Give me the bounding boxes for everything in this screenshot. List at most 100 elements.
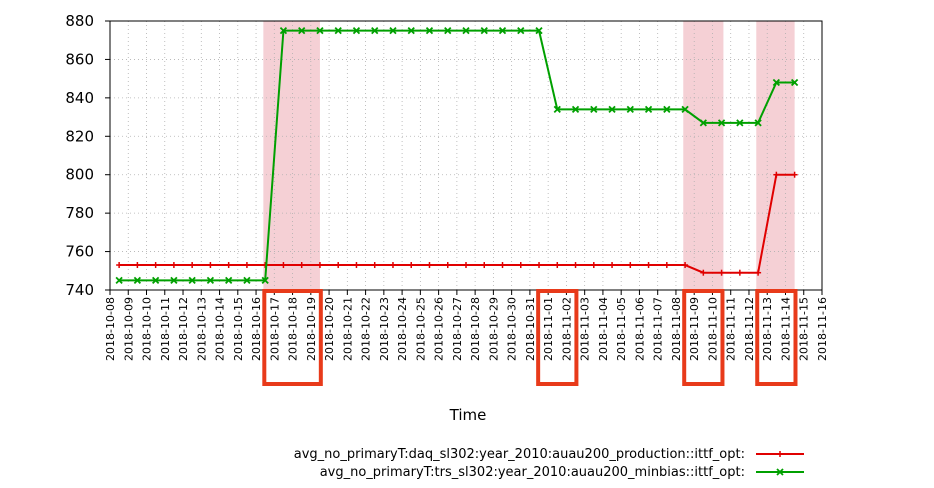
data-point	[261, 276, 269, 285]
data-point	[626, 105, 634, 114]
data-point	[627, 262, 634, 269]
x-tick-label: 2018-10-23	[378, 297, 391, 361]
data-point	[152, 262, 159, 269]
marker-stroke	[206, 276, 215, 285]
shaded-regions	[263, 21, 795, 290]
data-point	[152, 276, 160, 285]
y-tick-label: 860	[65, 50, 94, 68]
data-point	[243, 276, 251, 285]
x-tick-label: 2018-10-18	[287, 297, 300, 361]
series-lines	[115, 26, 799, 285]
marker-stroke	[644, 105, 653, 114]
data-point	[463, 262, 469, 269]
data-point	[426, 262, 433, 269]
legend: avg_no_primaryT:daq_sl302:year_2010:auau…	[294, 447, 804, 480]
marker-stroke	[663, 105, 671, 114]
data-point	[353, 262, 360, 269]
x-tick-label: 2018-10-20	[323, 297, 336, 361]
x-tick-label: 2018-11-14	[779, 297, 792, 361]
x-tick-label: 2018-10-19	[305, 297, 318, 361]
highlight-box	[536, 289, 579, 386]
data-point	[389, 26, 397, 35]
x-axis-ticks: 2018-10-08 2018-10-09 2018-10-10 2018-10-11…	[104, 290, 829, 361]
data-point	[188, 276, 196, 285]
highlight-box	[755, 289, 798, 386]
marker-stroke	[498, 26, 507, 35]
data-point	[590, 105, 598, 114]
highlight-boxes	[262, 289, 798, 386]
x-tick-label: 2018-10-17	[268, 297, 281, 361]
x-tick-label: 2018-11-06	[633, 297, 646, 361]
data-point	[408, 262, 415, 269]
marker-stroke	[298, 26, 306, 35]
data-point	[499, 262, 506, 269]
data-point	[133, 276, 142, 285]
x-tick-label: 2018-11-02	[560, 297, 573, 361]
data-point	[791, 171, 798, 178]
data-point	[699, 119, 707, 127]
marker-stroke	[590, 105, 598, 114]
marker-stroke	[279, 26, 288, 35]
data-point	[481, 262, 488, 269]
data-point	[644, 105, 653, 114]
marker-stroke	[754, 119, 762, 127]
x-tick-label: 2018-10-21	[341, 297, 354, 361]
marker-stroke	[425, 26, 434, 35]
data-point	[609, 262, 616, 269]
marker-stroke	[608, 105, 616, 114]
marker-stroke	[352, 26, 361, 35]
y-tick-label: 880	[65, 12, 94, 30]
data-point	[444, 26, 452, 35]
marker-stroke	[371, 26, 379, 35]
x-tick-label: 2018-10-09	[122, 297, 135, 361]
data-point	[352, 26, 361, 35]
marker-stroke	[681, 105, 689, 114]
data-point	[663, 105, 671, 114]
x-tick-label: 2018-10-24	[396, 297, 409, 361]
data-point	[682, 262, 689, 269]
data-point	[480, 26, 488, 35]
data-point	[590, 262, 597, 269]
shaded-region	[263, 21, 320, 290]
y-axis-ticks: 740 760 780 800 820 840 860 880	[65, 12, 110, 299]
plot-area-frame	[109, 20, 823, 291]
data-point	[407, 26, 415, 35]
data-point	[207, 262, 214, 269]
marker-stroke	[553, 105, 561, 114]
marker-stroke	[225, 276, 233, 285]
x-tick-label: 2018-11-12	[743, 297, 756, 361]
data-point	[335, 262, 342, 269]
series-line	[119, 173, 795, 274]
data-point	[773, 171, 780, 178]
x-tick-label: 2018-11-03	[579, 297, 592, 361]
x-tick-label: 2018-10-30	[506, 297, 519, 361]
data-point	[663, 262, 670, 269]
data-point	[517, 26, 525, 35]
data-point	[298, 26, 306, 35]
x-tick-label: 2018-11-01	[542, 297, 555, 361]
data-point	[554, 262, 561, 269]
series-2	[115, 26, 799, 285]
data-point	[389, 262, 396, 269]
x-tick-label: 2018-10-27	[451, 297, 464, 361]
x-tick-label: 2018-11-15	[798, 297, 811, 361]
data-point	[225, 262, 232, 269]
data-point	[571, 105, 580, 114]
x-tick-label: 2018-10-14	[214, 297, 227, 361]
data-point	[717, 119, 726, 127]
y-tick-label: 800	[65, 166, 94, 184]
data-point	[170, 262, 177, 269]
data-point	[736, 119, 744, 127]
series-line	[119, 29, 795, 282]
x-tick-label: 2018-11-16	[816, 297, 829, 361]
data-point	[116, 262, 123, 269]
legend-label: avg_no_primaryT:trs_sl302:year_2010:auau…	[320, 465, 745, 480]
x-tick-label: 2018-10-11	[159, 297, 172, 361]
marker-stroke	[699, 119, 707, 127]
x-tick-label: 2018-11-05	[615, 297, 628, 361]
data-point	[334, 26, 342, 35]
marker-stroke	[316, 26, 324, 35]
data-point	[536, 262, 543, 269]
data-point	[553, 105, 561, 114]
